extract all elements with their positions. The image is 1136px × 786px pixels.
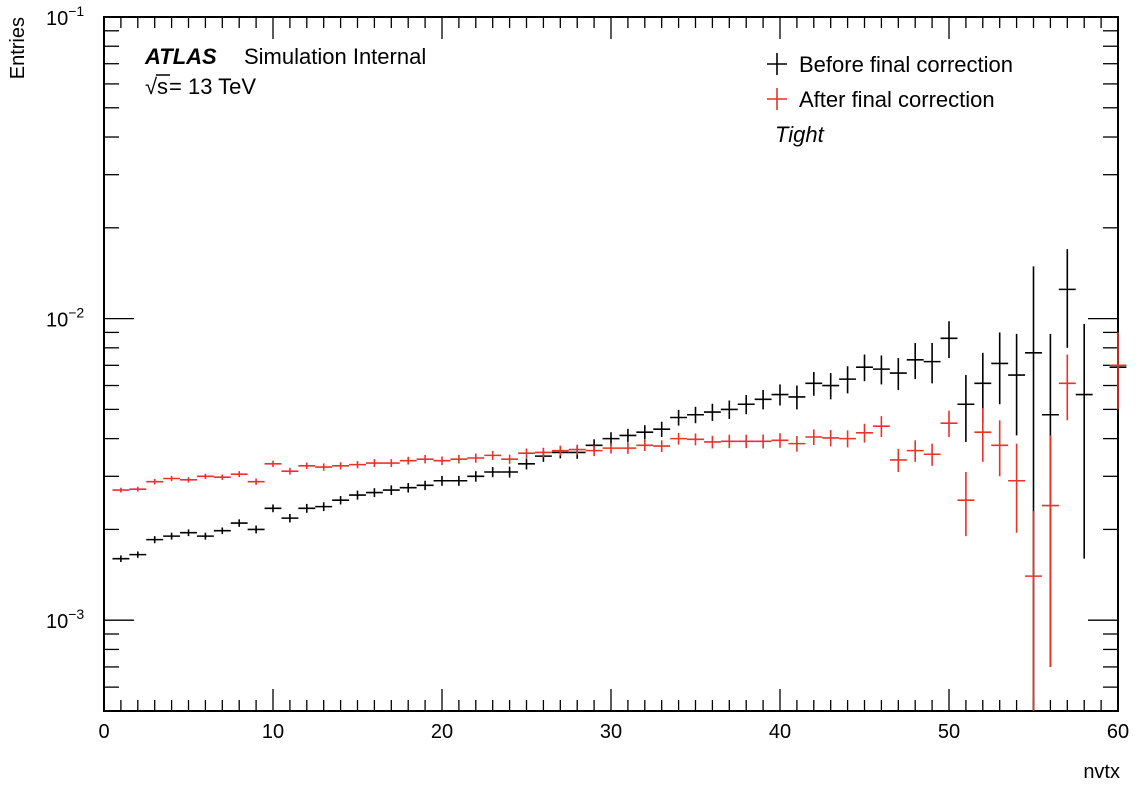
y-tick-labels: 10−1 10−2 10−3 bbox=[46, 3, 84, 633]
x-tick-label: 50 bbox=[938, 721, 960, 743]
y-tick-label: 10−3 bbox=[46, 606, 84, 633]
x-tick-label: 0 bbox=[98, 721, 109, 743]
x-axis-title: nvtx bbox=[1083, 761, 1120, 783]
series-before bbox=[112, 249, 1127, 711]
legend-label-before: Before final correction bbox=[799, 52, 1013, 77]
x-tick-labels: 0 10 20 30 40 50 60 bbox=[98, 721, 1129, 743]
series-layer bbox=[112, 249, 1127, 711]
atlas-status: Simulation Internal bbox=[244, 44, 426, 69]
energy-sqrt: √ bbox=[145, 74, 158, 99]
y-tick-label: 10−2 bbox=[46, 305, 84, 332]
energy-s: s bbox=[157, 74, 168, 99]
legend-marker-before bbox=[767, 53, 787, 75]
y-tick-label: 10−1 bbox=[46, 3, 84, 30]
legend-marker-after bbox=[767, 88, 787, 110]
legend-selection: Tight bbox=[775, 122, 825, 147]
legend-label-after: After final correction bbox=[799, 87, 995, 112]
series-after bbox=[112, 332, 1127, 711]
plot-frame bbox=[103, 16, 1119, 712]
x-tick-label: 10 bbox=[262, 721, 284, 743]
energy-value: = 13 TeV bbox=[169, 74, 256, 99]
x-tick-label: 30 bbox=[600, 721, 622, 743]
legend: Before final correction After final corr… bbox=[767, 52, 1013, 147]
x-tick-label: 20 bbox=[431, 721, 453, 743]
axis-ticks bbox=[103, 16, 1119, 712]
x-tick-label: 60 bbox=[1107, 721, 1129, 743]
x-tick-label: 40 bbox=[769, 721, 791, 743]
atlas-label: ATLAS bbox=[144, 44, 217, 69]
y-axis-title: Entries bbox=[7, 17, 29, 79]
